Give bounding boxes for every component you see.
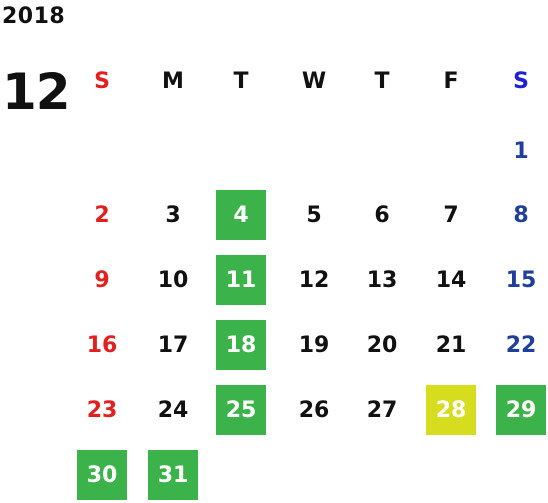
weekday-tue: T	[233, 68, 249, 94]
day-cell-1[interactable]: 1	[513, 138, 529, 164]
day-cell-22[interactable]: 22	[505, 332, 537, 358]
weekday-mon: M	[162, 68, 184, 94]
day-cell-11[interactable]: 11	[216, 255, 266, 305]
day-cell-15[interactable]: 15	[505, 267, 537, 293]
day-cell-17[interactable]: 17	[157, 332, 189, 358]
month-label: 12	[2, 63, 71, 121]
day-cell-6[interactable]: 6	[374, 202, 390, 228]
day-cell-29[interactable]: 29	[496, 385, 546, 435]
day-cell-20[interactable]: 20	[366, 332, 398, 358]
day-cell-19[interactable]: 19	[298, 332, 330, 358]
day-cell-21[interactable]: 21	[435, 332, 467, 358]
weekday-wed: W	[301, 68, 327, 94]
day-cell-7[interactable]: 7	[443, 202, 459, 228]
day-cell-8[interactable]: 8	[513, 202, 529, 228]
day-cell-13[interactable]: 13	[366, 267, 398, 293]
day-cell-30[interactable]: 30	[77, 450, 127, 500]
day-cell-24[interactable]: 24	[157, 397, 189, 423]
day-cell-31[interactable]: 31	[148, 450, 198, 500]
day-cell-10[interactable]: 10	[157, 267, 189, 293]
weekday-sun: S	[94, 68, 110, 94]
day-cell-27[interactable]: 27	[366, 397, 398, 423]
day-cell-3[interactable]: 3	[165, 202, 181, 228]
day-cell-23[interactable]: 23	[86, 397, 118, 423]
day-cell-5[interactable]: 5	[306, 202, 322, 228]
year-label: 2018	[2, 4, 66, 29]
day-cell-28[interactable]: 28	[426, 385, 476, 435]
weekday-thu: T	[374, 68, 390, 94]
day-cell-16[interactable]: 16	[86, 332, 118, 358]
day-cell-12[interactable]: 12	[298, 267, 330, 293]
weekday-fri: F	[443, 68, 459, 94]
day-cell-4[interactable]: 4	[216, 190, 266, 240]
day-cell-9[interactable]: 9	[94, 267, 110, 293]
weekday-sat: S	[513, 68, 529, 94]
day-cell-14[interactable]: 14	[435, 267, 467, 293]
day-cell-26[interactable]: 26	[298, 397, 330, 423]
day-cell-18[interactable]: 18	[216, 320, 266, 370]
day-cell-25[interactable]: 25	[216, 385, 266, 435]
day-cell-2[interactable]: 2	[94, 202, 110, 228]
